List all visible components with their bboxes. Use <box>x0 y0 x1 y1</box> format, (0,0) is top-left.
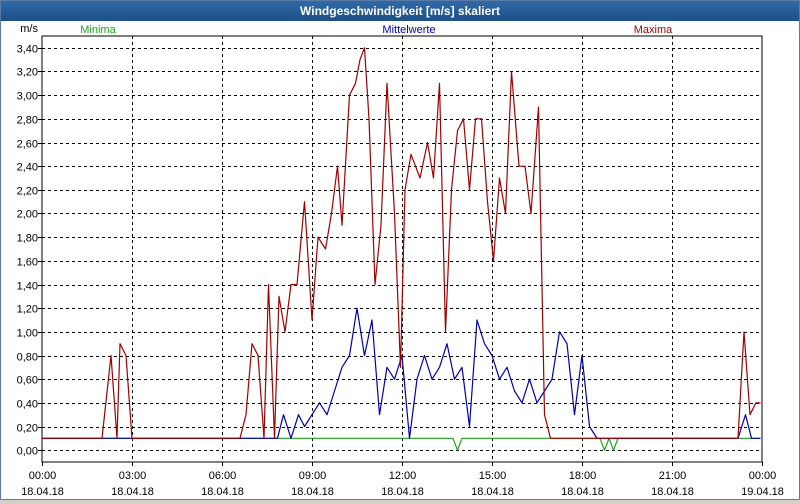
x-tick-date-label: 18.04.18 <box>111 486 154 498</box>
y-tick-label: 1,00 <box>17 328 38 340</box>
x-tick-date-label: 18.04.18 <box>471 486 514 498</box>
y-tick-label: 0,20 <box>17 423 38 435</box>
x-tick-time-label: 15:00 <box>479 470 507 482</box>
x-tick-time-label: 09:00 <box>299 470 327 482</box>
x-tick-time-label: 06:00 <box>209 470 237 482</box>
y-tick-label: 3,00 <box>17 91 38 103</box>
chart-area: 0,00 0,20 0,40 0,60 0,80 1,00 1,20 1,40 1,60 1,80… <box>1 22 799 499</box>
x-tick-time-label: 00:00 <box>29 470 57 482</box>
wind-speed-chart: 0,00 0,20 0,40 0,60 0,80 1,00 1,20 1,40 1,60 1,80… <box>17 23 784 498</box>
y-axis-label: m/s <box>20 23 38 35</box>
x-tick-time-label: 21:00 <box>659 470 687 482</box>
x-tick-date-label: 18.04.18 <box>381 486 424 498</box>
y-tick-label: 2,20 <box>17 186 38 198</box>
x-tick-date-label: 18.04.18 <box>651 486 694 498</box>
x-tick-time-label: 12:00 <box>389 470 417 482</box>
y-tick-label: 2,00 <box>17 209 38 221</box>
legend-item-minima: Minima <box>80 24 116 36</box>
x-tick-date-label: 18.04.18 <box>291 486 334 498</box>
y-tick-label: 2,40 <box>17 162 38 174</box>
y-tick-label: 1,40 <box>17 281 38 293</box>
y-tick-label: 2,60 <box>17 139 38 151</box>
y-tick-label: 1,20 <box>17 304 38 316</box>
x-tick-time-label: 00:00 <box>749 470 777 482</box>
x-tick-date-label: 19.04.18 <box>741 486 784 498</box>
y-tick-label: 0,40 <box>17 399 38 411</box>
x-tick-time-label: 03:00 <box>119 470 147 482</box>
y-tick-label: 1,80 <box>17 233 38 245</box>
x-tick-date-label: 18.04.18 <box>561 486 604 498</box>
y-tick-label: 2,80 <box>17 115 38 127</box>
y-tick-label: 0,00 <box>17 446 38 458</box>
y-tick-label: 3,20 <box>17 67 38 79</box>
series-line-maxima <box>42 47 761 439</box>
y-tick-label: 3,40 <box>17 44 38 56</box>
window-title: Windgeschwindigkeit [m/s] skaliert <box>1 1 799 21</box>
x-tick-date-label: 18.04.18 <box>21 486 64 498</box>
y-tick-label: 1,60 <box>17 257 38 269</box>
legend-item-maxima: Maxima <box>634 24 673 36</box>
legend-item-mittelwerte: Mittelwerte <box>382 24 435 36</box>
y-tick-label: 0,80 <box>17 352 38 364</box>
x-tick-date-label: 18.04.18 <box>201 486 244 498</box>
x-tick-time-label: 18:00 <box>569 470 597 482</box>
y-tick-label: 0,60 <box>17 375 38 387</box>
